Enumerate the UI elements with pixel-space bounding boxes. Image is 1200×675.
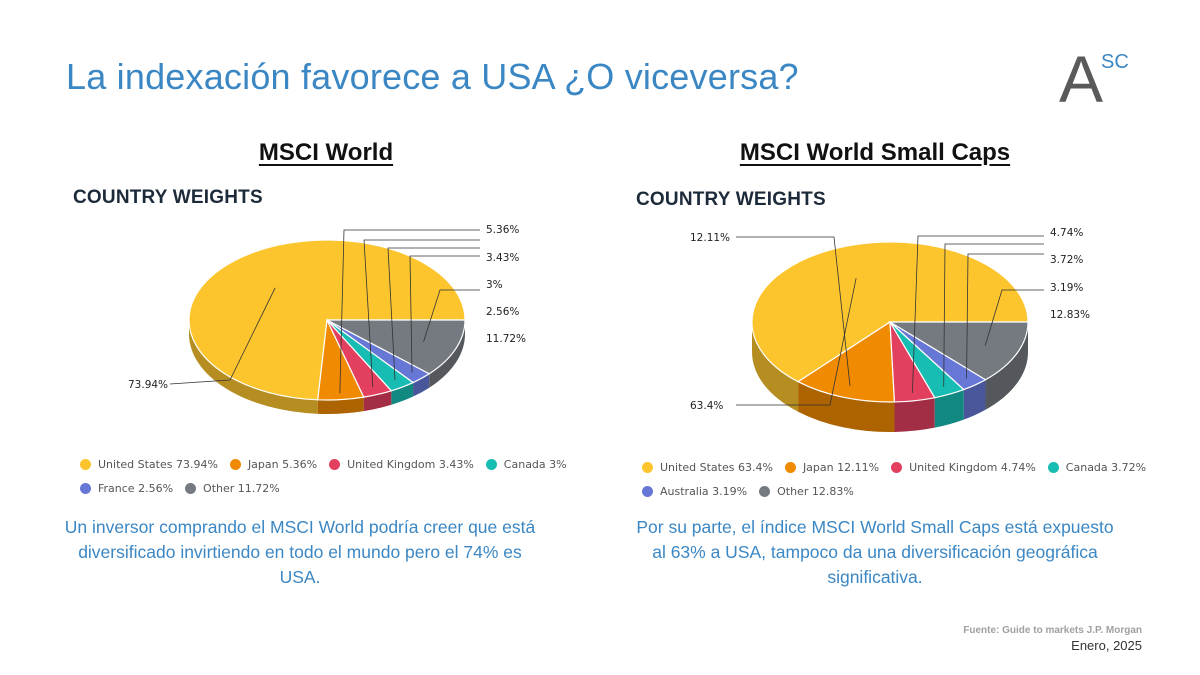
legend-row: France 2.56% Other 11.72%: [80, 476, 579, 500]
legend-swatch: [642, 485, 653, 497]
legend-swatch: [80, 482, 91, 494]
legend-msci-world: United States 73.94% Japan 5.36% United Ki…: [80, 452, 579, 500]
legend-label: Japan 5.36%: [247, 457, 318, 471]
pie-wall-canada: [391, 382, 414, 405]
legend-row: United States 63.4% Japan 12.11% United Ki…: [642, 455, 1158, 479]
data-label-united-states: 63.4%: [690, 400, 723, 412]
pie-chart-msci-world: 73.94% 5.36% 3.43% 3% 2.56% 11.72%: [128, 224, 526, 414]
legend-item-canada: Canada 3%: [485, 457, 567, 471]
pie-wall-united-kingdom: [894, 397, 935, 432]
pie-wall-japan: [317, 397, 364, 414]
legend-item-united-states: United States 73.94%: [80, 458, 218, 471]
legend-item-other: Other 11.72%: [185, 482, 280, 495]
pie-slice-other: [887, 321, 1029, 381]
logo-superscript: SC: [1101, 51, 1129, 73]
legend-row: Australia 3.19% Other 12.83%: [642, 479, 1158, 503]
legend-label: United Kingdom 3.43%: [347, 457, 474, 471]
pie-labels: 73.94% 5.36% 3.43% 3% 2.56% 11.72%: [128, 224, 526, 394]
legend-swatch: [784, 461, 796, 473]
pie-top: [188, 239, 466, 401]
legend-item-australia: Australia 3.19%: [642, 485, 747, 498]
pie-top: [751, 241, 1029, 403]
pie-slice-japan: [796, 320, 896, 403]
legend-swatch: [185, 482, 197, 494]
leader-line-united-states: [736, 278, 857, 406]
chart-heading-left: COUNTRY WEIGHTS: [73, 187, 263, 208]
legend-label: Japan 12.11%: [802, 460, 880, 474]
leader-line-australia: [966, 253, 1044, 379]
pie-slice-other: [326, 319, 466, 375]
legend-label: Canada 3.72%: [1065, 460, 1147, 474]
data-label-japan: 5.36%: [486, 224, 519, 236]
legend-label: Canada 3%: [503, 457, 567, 471]
pie-wall-australia: [963, 379, 986, 420]
legend-swatch: [229, 458, 241, 470]
leader-line-other: [423, 289, 480, 342]
data-label-australia: 3.19%: [1050, 282, 1083, 294]
description-msci-world: Un inversor comprando el MSCI World podr…: [64, 517, 536, 587]
panel-title-msci-world-small-caps: MSCI World Small Caps: [739, 139, 1011, 166]
pie-wall-france: [413, 373, 430, 397]
description-msci-world-small-caps: Por su parte, el índice MSCI World Small…: [636, 517, 1114, 587]
legend-label: Other 11.72%: [203, 481, 280, 495]
pie-wall-other: [985, 322, 1028, 410]
legend-item-other: Other 12.83%: [759, 485, 854, 498]
legend-swatch: [329, 458, 341, 470]
leader-line-japan: [339, 229, 480, 394]
source-note: Fuente: Guide to markets J.P. Morgan: [963, 625, 1142, 636]
legend-item-canada: Canada 3.72%: [1047, 460, 1147, 474]
date-note: Enero, 2025: [1071, 638, 1142, 653]
pie-side-walls: [752, 322, 1028, 432]
legend-label: Australia 3.19%: [660, 484, 748, 498]
legend-swatch: [485, 458, 497, 470]
leader-line-united-states: [169, 287, 276, 385]
legend-swatch: [891, 461, 903, 473]
leader-line-japan: [736, 236, 851, 386]
data-label-united-kingdom: 4.74%: [1050, 227, 1083, 239]
legend-item-united-kingdom: United Kingdom 3.43%: [329, 458, 474, 471]
legend-swatch: [642, 461, 653, 473]
data-label-united-states: 73.94%: [128, 379, 168, 391]
legend-msci-world-small-caps: United States 63.4% Japan 12.11% United Ki…: [642, 455, 1158, 503]
asc-logo: A SC: [1059, 42, 1129, 106]
panel-title-msci-world: MSCI World: [258, 139, 394, 166]
pie-wall-united-kingdom: [363, 390, 392, 412]
leader-line-united-kingdom: [363, 239, 480, 387]
pie-labels: 63.4% 12.11% 4.74% 3.72% 3.19% 12.83%: [690, 227, 1090, 412]
legend-label: United States 63.4%: [660, 460, 773, 474]
leader-line-canada: [943, 243, 1044, 387]
pie-wall-canada: [934, 389, 964, 428]
logo-letter: A: [1059, 42, 1103, 106]
legend-item-france: France 2.56%: [80, 482, 173, 495]
legend-label: United Kingdom 4.74%: [909, 460, 1036, 474]
data-label-japan: 12.11%: [690, 232, 730, 244]
data-label-other: 12.83%: [1050, 309, 1090, 321]
legend-swatch: [1047, 461, 1059, 473]
legend-item-united-kingdom: United Kingdom 4.74%: [891, 461, 1036, 474]
data-label-canada: 3%: [486, 279, 503, 291]
legend-label: United States 73.94%: [98, 457, 218, 471]
legend-label: France 2.56%: [98, 481, 174, 495]
data-label-france: 2.56%: [486, 306, 519, 318]
data-label-other: 11.72%: [486, 333, 526, 345]
leader-line-canada: [387, 247, 480, 381]
legend-swatch: [759, 485, 771, 497]
leader-line-france: [409, 255, 480, 373]
legend-row: United States 73.94% Japan 5.36% United Ki…: [80, 452, 579, 476]
leader-line-other: [984, 289, 1044, 346]
pie-wall-other: [429, 320, 465, 388]
legend-swatch: [80, 458, 91, 470]
legend-item-japan: Japan 5.36%: [229, 457, 318, 471]
data-label-canada: 3.72%: [1050, 254, 1083, 266]
page-title: La indexación favorece a USA ¿O vicevers…: [66, 56, 799, 97]
leader-line-united-kingdom: [912, 235, 1044, 393]
pie-slice-united-states: [751, 241, 1029, 383]
legend-item-united-states: United States 63.4%: [642, 461, 773, 474]
data-label-united-kingdom: 3.43%: [486, 252, 519, 264]
legend-item-japan: Japan 12.11%: [784, 460, 880, 474]
chart-heading-right: COUNTRY WEIGHTS: [636, 189, 826, 210]
pie-wall-japan: [798, 381, 895, 432]
legend-label: Other 12.83%: [777, 484, 854, 498]
